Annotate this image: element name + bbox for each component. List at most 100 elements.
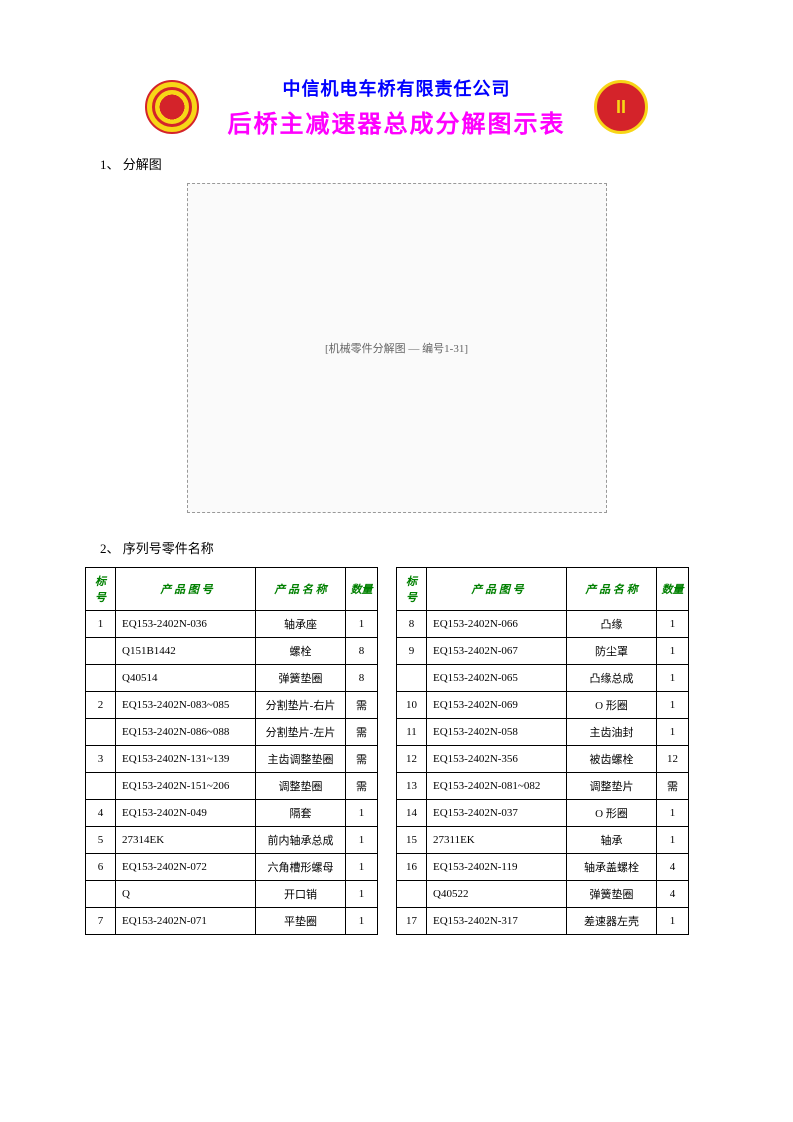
cell-qty: 1: [346, 908, 378, 935]
cell-num: [86, 638, 116, 665]
cell-name: 隔套: [256, 800, 346, 827]
diagram-container: [机械零件分解图 — 编号1-31]: [85, 183, 708, 513]
cell-qty: 1: [346, 611, 378, 638]
table-row: 3EQ153-2402N-131~139主齿调整垫圈需: [86, 746, 378, 773]
cell-qty: 1: [346, 800, 378, 827]
section-1-title: 1、 分解图: [100, 154, 708, 173]
header-name: 产 品 名 称: [256, 568, 346, 611]
logo-right-icon: [594, 80, 648, 134]
parts-tables-wrapper: 标号 产 品 图 号 产 品 名 称 数量 1EQ153-2402N-036轴承…: [85, 567, 708, 935]
cell-num: [86, 773, 116, 800]
cell-name: 弹簧垫圈: [567, 881, 657, 908]
cell-qty: 需: [346, 773, 378, 800]
cell-num: 16: [397, 854, 427, 881]
header-code: 产 品 图 号: [427, 568, 567, 611]
table-row: 11EQ153-2402N-058主齿油封1: [397, 719, 689, 746]
cell-qty: 8: [346, 665, 378, 692]
cell-name: 被齿螺栓: [567, 746, 657, 773]
cell-name: 差速器左壳: [567, 908, 657, 935]
cell-code: 27311EK: [427, 827, 567, 854]
header-code: 产 品 图 号: [116, 568, 256, 611]
cell-code: EQ153-2402N-058: [427, 719, 567, 746]
cell-num: 7: [86, 908, 116, 935]
table-row: 2EQ153-2402N-083~085分割垫片-右片需: [86, 692, 378, 719]
cell-num: [397, 881, 427, 908]
cell-num: 3: [86, 746, 116, 773]
cell-code: EQ153-2402N-131~139: [116, 746, 256, 773]
table-row: EQ153-2402N-065凸缘总成1: [397, 665, 689, 692]
cell-name: 轴承盖螺栓: [567, 854, 657, 881]
cell-qty: 8: [346, 638, 378, 665]
table-row: EQ153-2402N-086~088分割垫片-左片需: [86, 719, 378, 746]
cell-num: 15: [397, 827, 427, 854]
cell-code: EQ153-2402N-067: [427, 638, 567, 665]
cell-num: 14: [397, 800, 427, 827]
cell-qty: 1: [657, 665, 689, 692]
cell-qty: 需: [346, 719, 378, 746]
cell-num: 8: [397, 611, 427, 638]
cell-code: EQ153-2402N-071: [116, 908, 256, 935]
cell-code: 27314EK: [116, 827, 256, 854]
header-text-block: 中信机电车桥有限责任公司 后桥主减速器总成分解图示表: [228, 75, 566, 139]
cell-name: 开口销: [256, 881, 346, 908]
cell-code: Q151B1442: [116, 638, 256, 665]
header-name: 产 品 名 称: [567, 568, 657, 611]
cell-num: 6: [86, 854, 116, 881]
table-row: 6EQ153-2402N-072六角槽形螺母1: [86, 854, 378, 881]
cell-qty: 1: [657, 692, 689, 719]
cell-code: EQ153-2402N-119: [427, 854, 567, 881]
cell-name: 轴承座: [256, 611, 346, 638]
cell-num: 4: [86, 800, 116, 827]
cell-name: 分割垫片-左片: [256, 719, 346, 746]
page-header: 中信机电车桥有限责任公司 后桥主减速器总成分解图示表: [85, 75, 708, 139]
cell-num: 10: [397, 692, 427, 719]
cell-code: EQ153-2402N-356: [427, 746, 567, 773]
cell-name: 凸缘: [567, 611, 657, 638]
cell-num: [397, 665, 427, 692]
cell-name: O 形圈: [567, 692, 657, 719]
table-row: Q40522弹簧垫圈4: [397, 881, 689, 908]
cell-qty: 4: [657, 881, 689, 908]
cell-name: 前内轴承总成: [256, 827, 346, 854]
cell-num: 17: [397, 908, 427, 935]
parts-table-right: 标号 产 品 图 号 产 品 名 称 数量 8EQ153-2402N-066凸缘…: [396, 567, 689, 935]
cell-code: EQ153-2402N-072: [116, 854, 256, 881]
header-qty: 数量: [657, 568, 689, 611]
header-num: 标号: [397, 568, 427, 611]
table-row: 8EQ153-2402N-066凸缘1: [397, 611, 689, 638]
cell-num: 5: [86, 827, 116, 854]
cell-code: EQ153-2402N-083~085: [116, 692, 256, 719]
document-title: 后桥主减速器总成分解图示表: [228, 104, 566, 139]
table-row: Q151B1442螺栓8: [86, 638, 378, 665]
cell-qty: 1: [657, 827, 689, 854]
cell-qty: 1: [657, 908, 689, 935]
cell-num: 9: [397, 638, 427, 665]
cell-qty: 4: [657, 854, 689, 881]
cell-name: 六角槽形螺母: [256, 854, 346, 881]
table-row: Q40514弹簧垫圈8: [86, 665, 378, 692]
cell-qty: 需: [657, 773, 689, 800]
cell-code: EQ153-2402N-317: [427, 908, 567, 935]
cell-code: EQ153-2402N-081~082: [427, 773, 567, 800]
exploded-diagram-image: [机械零件分解图 — 编号1-31]: [187, 183, 607, 513]
cell-qty: 需: [346, 692, 378, 719]
cell-code: EQ153-2402N-069: [427, 692, 567, 719]
cell-name: 分割垫片-右片: [256, 692, 346, 719]
cell-name: 主齿油封: [567, 719, 657, 746]
cell-qty: 12: [657, 746, 689, 773]
cell-num: [86, 665, 116, 692]
section-2-title: 2、 序列号零件名称: [100, 538, 708, 557]
table-row: 16EQ153-2402N-119轴承盖螺栓4: [397, 854, 689, 881]
parts-table-left: 标号 产 品 图 号 产 品 名 称 数量 1EQ153-2402N-036轴承…: [85, 567, 378, 935]
cell-num: 2: [86, 692, 116, 719]
cell-name: 凸缘总成: [567, 665, 657, 692]
cell-code: EQ153-2402N-049: [116, 800, 256, 827]
cell-qty: 1: [346, 854, 378, 881]
table-row: Q开口销1: [86, 881, 378, 908]
table-row: 4EQ153-2402N-049隔套1: [86, 800, 378, 827]
company-name: 中信机电车桥有限责任公司: [228, 75, 566, 101]
header-qty: 数量: [346, 568, 378, 611]
cell-num: 11: [397, 719, 427, 746]
cell-code: EQ153-2402N-065: [427, 665, 567, 692]
header-num: 标号: [86, 568, 116, 611]
